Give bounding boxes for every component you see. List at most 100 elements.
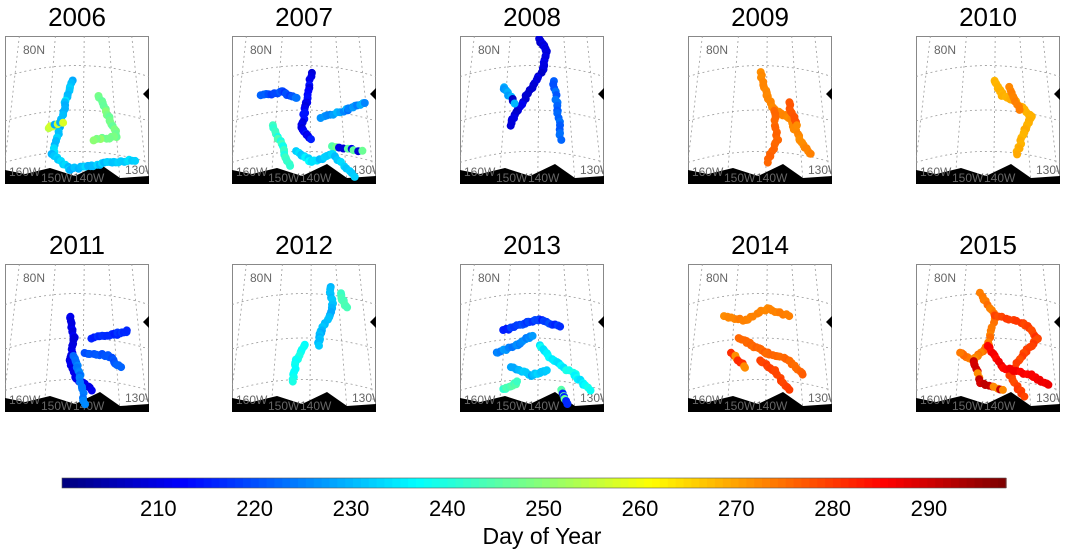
longitude-line	[916, 264, 931, 390]
colorbar-tick-label: 250	[525, 496, 562, 521]
track-point	[286, 161, 295, 170]
colorbar-segment	[573, 478, 582, 488]
colorbar-segment	[85, 478, 95, 488]
map-grid-label: 140W	[528, 171, 560, 184]
colorbar-segment	[400, 478, 409, 488]
colorbar-segment	[801, 478, 810, 488]
track-point	[785, 312, 794, 321]
track-point	[59, 118, 68, 127]
colorbar-segment	[549, 478, 559, 488]
map-grid-label: 80N	[23, 271, 45, 285]
map-grid-label: 130W	[808, 391, 832, 405]
map-grid-label: 150W	[41, 399, 73, 412]
coastline	[916, 164, 1060, 184]
colorbar-segment	[762, 478, 771, 488]
colorbar-segment	[502, 478, 511, 488]
colorbar-border	[61, 477, 1007, 489]
track-point	[956, 348, 965, 357]
track-point	[1044, 380, 1053, 389]
colorbar-segment	[644, 478, 653, 488]
colorbar-segment	[478, 478, 488, 488]
colorbar-label: Day of Year	[482, 523, 602, 549]
longitude-line	[688, 264, 703, 390]
track-point	[1020, 392, 1029, 401]
map-grid-label: 80N	[934, 43, 956, 57]
colorbar-tick-label: 230	[332, 496, 370, 521]
coastline	[598, 316, 604, 328]
colorbar-segment	[282, 478, 291, 488]
colorbar-segment	[305, 478, 315, 488]
map-grid-label: 140W	[73, 399, 105, 412]
colorbar-segment	[777, 478, 787, 488]
colorbar-segment	[117, 478, 126, 488]
map-grid-label: 80N	[706, 271, 728, 285]
map-grid-label: 150W	[268, 171, 300, 184]
track-point	[87, 386, 96, 395]
colorbar-segment	[730, 478, 740, 488]
track-point	[513, 377, 521, 386]
colorbar-segment	[557, 478, 567, 488]
colorbar-segment	[856, 478, 865, 488]
colorbar-segment	[880, 478, 889, 488]
map-grid-label: 150W	[268, 399, 300, 412]
colorbar-segment	[148, 478, 157, 488]
colorbar-segment	[353, 478, 362, 488]
panel-title: 2009	[731, 2, 789, 32]
panel-title: 2007	[275, 2, 333, 32]
colorbar-segment	[187, 478, 197, 488]
track-point	[343, 303, 352, 312]
track-point	[315, 341, 323, 350]
colorbar-segment	[840, 478, 850, 488]
track-point	[292, 93, 301, 102]
coastline	[688, 164, 832, 184]
colorbar-segment	[604, 478, 614, 488]
colorbar-segment	[463, 478, 472, 488]
coastline	[5, 164, 149, 184]
track-point	[350, 172, 359, 181]
colorbar-segment	[581, 478, 590, 488]
colorbar-segment	[935, 478, 944, 488]
map-grid-label: 130W	[352, 163, 376, 177]
map-grid-label: 160W	[692, 165, 724, 179]
coastline	[143, 316, 149, 328]
colorbar-segment	[132, 478, 142, 488]
map-grid-label: 150W	[952, 171, 984, 184]
map-grid-label: 160W	[9, 165, 41, 179]
colorbar-segment	[998, 478, 1007, 488]
colorbar-segment	[518, 478, 527, 488]
panel-title: 2012	[275, 230, 333, 260]
colorbar-segment	[298, 478, 307, 488]
coastline	[370, 88, 376, 100]
colorbar-segment	[526, 478, 535, 488]
colorbar-segment	[864, 478, 873, 488]
colorbar-segment	[101, 478, 110, 488]
map-grid-label: 140W	[984, 399, 1016, 412]
map-grid-label: 140W	[756, 399, 788, 412]
colorbar-segment	[534, 478, 543, 488]
map-frame	[460, 36, 604, 184]
coastline	[232, 164, 376, 184]
coastline	[826, 88, 832, 100]
colorbar-segment	[219, 478, 228, 488]
colorbar-segment	[714, 478, 724, 488]
colorbar-segment	[227, 478, 236, 488]
colorbar-segment	[911, 478, 921, 488]
colorbar-segment	[888, 478, 897, 488]
colorbar-segment	[943, 478, 952, 488]
map-grid-label: 160W	[9, 393, 41, 407]
track-point	[360, 99, 369, 107]
map-grid-label: 80N	[934, 271, 956, 285]
colorbar-segment	[486, 478, 496, 488]
map-grid-label: 80N	[23, 43, 45, 57]
track-point	[792, 121, 801, 130]
colorbar-segment	[258, 478, 268, 488]
track-point	[528, 331, 537, 340]
colorbar-segment	[376, 478, 386, 488]
colorbar-segment	[164, 478, 173, 488]
map-grid-label: 150W	[724, 399, 756, 412]
colorbar-segment	[337, 478, 346, 488]
